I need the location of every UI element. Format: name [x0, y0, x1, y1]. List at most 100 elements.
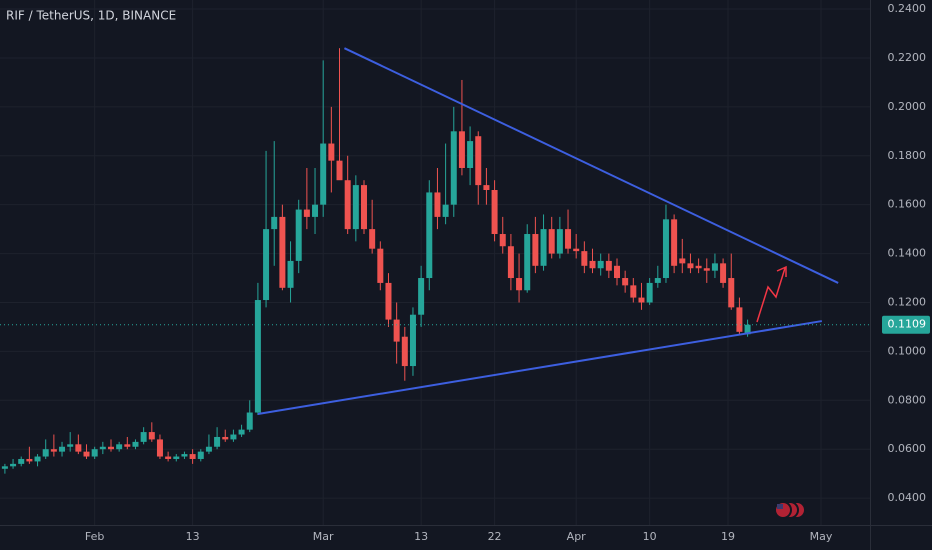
candle-body: [312, 204, 319, 217]
y-tick-label: 0.2400: [888, 2, 927, 15]
last-price-box: [882, 315, 930, 334]
candle-body: [116, 444, 123, 450]
candle-body: [654, 278, 661, 283]
candle-body: [565, 229, 572, 249]
candle-body: [418, 278, 425, 315]
candle-body: [10, 463, 17, 467]
candle-body: [426, 192, 433, 279]
candle-body: [687, 263, 694, 269]
candle-body: [238, 429, 245, 435]
candle-body: [344, 180, 351, 230]
candle-body: [711, 263, 718, 271]
candle-body: [409, 314, 416, 367]
plot: [0, 0, 870, 525]
candle-body: [703, 268, 710, 271]
candle-body: [320, 143, 327, 205]
candle-body: [695, 265, 702, 269]
candle-body: [613, 265, 620, 279]
candle-body: [646, 282, 653, 303]
candle-body: [720, 263, 727, 283]
candle-body: [303, 209, 310, 217]
x-tick-label: 19: [721, 530, 735, 543]
candle-body: [434, 192, 441, 217]
candle-body: [499, 234, 506, 247]
candle-body: [581, 251, 588, 266]
candle-body: [295, 209, 302, 261]
candle-body: [548, 229, 555, 254]
candle-body: [516, 278, 523, 291]
candle-body: [556, 229, 563, 254]
x-tick-label: Mar: [313, 530, 334, 543]
candle-body: [156, 439, 163, 457]
y-tick-label: 0.1800: [888, 149, 927, 162]
candle-body: [336, 160, 343, 181]
chart-title: RIF / TetherUS, 1D, BINANCE: [6, 9, 176, 23]
candle-body: [214, 436, 221, 447]
candle-body: [124, 444, 131, 447]
candle-body: [736, 307, 743, 332]
candle-body: [360, 185, 367, 230]
candle-body: [83, 451, 90, 457]
candle-body: [507, 246, 514, 279]
candle-body: [450, 131, 457, 205]
x-tick-label: 10: [643, 530, 657, 543]
candle-body: [18, 458, 25, 464]
arrow-head: [776, 265, 787, 277]
candle-body: [263, 229, 270, 301]
y-tick-label: 0.2200: [888, 51, 927, 64]
candle-body: [1, 466, 8, 469]
y-tick-label: 0.0800: [888, 393, 927, 406]
candle-body: [287, 260, 294, 288]
candle-body: [59, 446, 66, 452]
candle-body: [467, 141, 474, 168]
candle-body: [246, 412, 253, 430]
x-tick-label: 13: [186, 530, 200, 543]
last-price-label: 0.1109: [888, 318, 927, 331]
candle-body: [279, 216, 286, 288]
candle-body: [630, 285, 637, 298]
candle-body: [99, 446, 106, 450]
y-tick-label: 0.1200: [888, 295, 927, 308]
flag-icons: [774, 501, 806, 519]
trendline: [343, 47, 839, 284]
y-tick-label: 0.2000: [888, 100, 927, 113]
candle-body: [328, 143, 335, 161]
candle-body: [671, 219, 678, 266]
x-tick-label: 22: [488, 530, 502, 543]
candle-body: [271, 216, 278, 230]
candle-body: [75, 444, 82, 452]
y-tick-label: 0.1400: [888, 247, 927, 260]
candle-body: [140, 432, 147, 442]
candle-body: [744, 324, 751, 335]
x-tick-label: Apr: [567, 530, 587, 543]
annotation-arrow: [756, 267, 786, 323]
candle-body: [622, 278, 629, 286]
candle-body: [377, 248, 384, 283]
candle-body: [679, 258, 686, 264]
candle-body: [401, 336, 408, 367]
candle-body: [148, 432, 155, 440]
candle-body: [728, 278, 735, 308]
candle-body: [458, 131, 465, 168]
flag-canton: [777, 504, 783, 509]
candle-body: [540, 229, 547, 266]
candle-body: [67, 444, 74, 447]
candle-body: [222, 436, 229, 440]
candle-body: [254, 300, 261, 413]
candle-body: [34, 456, 41, 462]
x-tick-label: 13: [414, 530, 428, 543]
candle-body: [173, 456, 180, 459]
trendline: [257, 320, 823, 415]
x-tick-label: May: [810, 530, 833, 543]
candle-body: [573, 248, 580, 252]
candle-body: [524, 234, 531, 291]
candle-body: [475, 136, 482, 186]
candle-body: [491, 189, 498, 235]
candle-body: [189, 454, 196, 459]
candle-body: [197, 451, 204, 459]
candle-body: [230, 434, 237, 440]
candle-body: [589, 260, 596, 269]
y-tick-label: 0.1000: [888, 344, 927, 357]
